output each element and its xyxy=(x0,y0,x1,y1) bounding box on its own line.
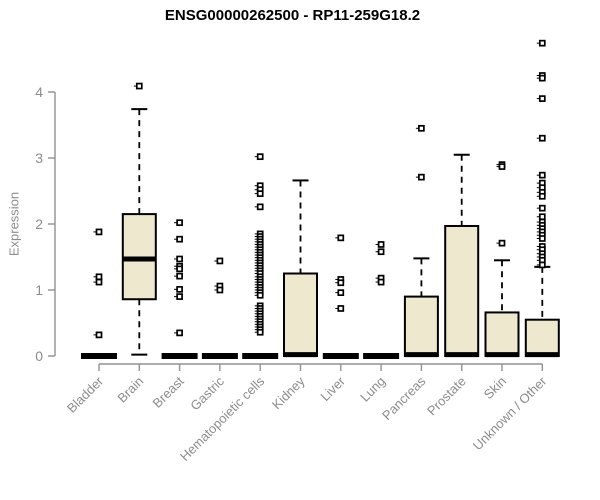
box xyxy=(403,295,439,358)
outlier-point xyxy=(176,219,183,227)
collapsed-box xyxy=(322,353,359,359)
outlier-point xyxy=(337,234,345,242)
outlier-point xyxy=(95,273,103,281)
x-category-label: Breast xyxy=(150,373,187,410)
x-category-label: Prostate xyxy=(424,374,469,419)
outlier-point xyxy=(498,239,506,247)
outlier-point xyxy=(176,293,183,300)
collapsed-box xyxy=(201,353,238,359)
x-category-label: Brain xyxy=(114,374,146,406)
outlier-point xyxy=(538,235,546,242)
outlier-point xyxy=(538,95,546,102)
collapsed-box xyxy=(81,353,117,359)
x-category-label: Kidney xyxy=(269,373,308,412)
y-tick-label: 2 xyxy=(35,216,43,232)
outlier-point xyxy=(538,213,546,221)
outlier-point xyxy=(95,228,103,236)
outlier-point xyxy=(418,124,425,132)
x-category-label: Liver xyxy=(317,373,348,404)
outlier-point xyxy=(176,235,183,243)
outlier-point xyxy=(538,134,546,142)
outlier-point xyxy=(538,204,546,212)
x-category-label: Gastric xyxy=(187,373,227,413)
outlier-point xyxy=(256,203,264,211)
box xyxy=(283,272,318,357)
outlier-point xyxy=(256,328,264,336)
outlier-point xyxy=(95,331,103,339)
outlier-point xyxy=(377,241,385,248)
outlier-point xyxy=(256,153,264,161)
box xyxy=(484,311,520,358)
outlier-point xyxy=(256,291,264,299)
outlier-point xyxy=(418,173,425,181)
x-category-label: Unknown / Other xyxy=(470,373,550,453)
collapsed-box xyxy=(363,353,400,359)
outlier-point xyxy=(95,278,103,286)
outlier-point xyxy=(256,190,264,197)
y-tick-label: 1 xyxy=(35,282,43,298)
x-category-label: Lung xyxy=(357,374,388,405)
outlier-point xyxy=(176,255,183,263)
outlier-point xyxy=(216,257,224,265)
y-tick-label: 3 xyxy=(35,150,43,166)
y-tick-label: 4 xyxy=(35,84,43,100)
x-category-label: Pancreas xyxy=(379,373,429,423)
outlier-point xyxy=(337,289,345,296)
outlier-point xyxy=(135,82,143,90)
x-category-label: Bladder xyxy=(64,373,107,416)
outlier-point xyxy=(538,192,546,200)
outlier-point xyxy=(337,279,345,287)
outlier-point xyxy=(377,278,385,286)
x-category-label: Skin xyxy=(481,374,509,402)
outlier-point xyxy=(538,39,546,47)
outlier-point xyxy=(216,286,224,294)
box xyxy=(444,224,480,357)
outlier-point xyxy=(538,171,546,179)
outlier-point xyxy=(337,305,345,312)
outlier-point xyxy=(538,74,546,82)
collapsed-box xyxy=(161,353,198,359)
outlier-point xyxy=(176,272,183,280)
outlier-point xyxy=(498,163,506,170)
outlier-point xyxy=(377,248,385,256)
box xyxy=(524,318,560,358)
y-tick-label: 0 xyxy=(35,348,43,364)
outlier-point xyxy=(176,265,183,273)
collapsed-box xyxy=(242,353,279,359)
chart-title: ENSG00000262500 - RP11-259G18.2 xyxy=(164,7,421,24)
outlier-point xyxy=(538,261,546,269)
outlier-point xyxy=(176,285,183,293)
outlier-point xyxy=(176,329,183,337)
